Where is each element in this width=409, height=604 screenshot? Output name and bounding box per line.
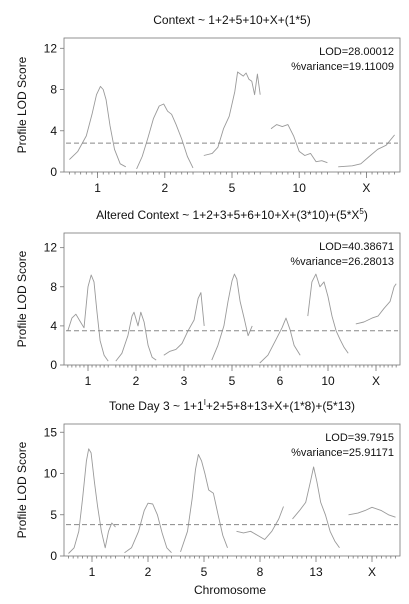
- chromosome-label-10: 10: [293, 181, 307, 195]
- lod-trace-chr-1: [69, 85, 127, 168]
- panel-title-superscript: 5: [359, 207, 364, 216]
- y-tick-label: 5: [50, 508, 57, 522]
- chromosome-label-1: 1: [89, 565, 96, 579]
- chromosome-label-2: 2: [145, 565, 152, 579]
- lod-trace-chr-2: [136, 103, 194, 170]
- y-axis-label: Profile LOD Score: [15, 250, 29, 347]
- y-tick-label: 4: [50, 124, 57, 138]
- chromosome-label-X: X: [368, 565, 376, 579]
- y-tick-label: 0: [50, 358, 57, 372]
- chromosome-label-3: 3: [181, 374, 188, 388]
- chromosome-label-5: 5: [229, 374, 236, 388]
- x-axis-title: Chromosome: [194, 583, 266, 597]
- chromosome-label-1: 1: [85, 374, 92, 388]
- lod-trace-chr-1: [68, 448, 116, 554]
- annotation-lod: LOD=28.00012: [319, 46, 394, 58]
- panel-title-main: Tone Day 3 ~ 1+1: [109, 399, 204, 413]
- lod-trace-chr-5: [203, 71, 261, 156]
- lod-trace-chr-8: [236, 506, 284, 540]
- y-tick-label: 8: [50, 280, 57, 294]
- lod-trace-chr-3: [163, 292, 205, 356]
- y-tick-label: 0: [50, 549, 57, 563]
- chromosome-label-13: 13: [309, 565, 323, 579]
- y-tick-label: 10: [44, 467, 58, 481]
- panel-title: Tone Day 3 ~ 1+1I+2+5+8+13+X+(1*8)+(5*13…: [109, 398, 355, 413]
- chromosome-label-6: 6: [277, 374, 284, 388]
- panel-2: Altered Context ~ 1+2+3+5+6+10+X+(3*10)+…: [15, 207, 401, 388]
- chromosome-label-2: 2: [161, 181, 168, 195]
- lod-trace-chr-X: [348, 506, 396, 518]
- panel-title-end: ): [364, 208, 368, 222]
- y-tick-label: 12: [44, 41, 58, 55]
- annotation-lod: LOD=39.7915: [325, 432, 394, 444]
- annotation-lod: LOD=40.38671: [319, 241, 394, 253]
- y-axis-label: Profile LOD Score: [15, 441, 29, 538]
- panel-title: Altered Context ~ 1+2+3+5+6+10+X+(3*10)+…: [96, 207, 368, 222]
- lod-trace-chr-5: [180, 454, 228, 553]
- panel-title-end: +2+5+8+13+X+(1*8)+(5*13): [206, 399, 355, 413]
- lod-trace-chr-1: [67, 274, 109, 362]
- y-tick-label: 15: [44, 425, 58, 439]
- y-tick-label: 0: [50, 165, 57, 179]
- lod-trace-chr-2: [124, 502, 172, 554]
- chromosome-label-10: 10: [321, 374, 335, 388]
- chromosome-label-8: 8: [257, 565, 264, 579]
- chromosome-label-2: 2: [133, 374, 140, 388]
- y-tick-label: 4: [50, 319, 57, 333]
- panel-title-superscript: I: [204, 398, 206, 407]
- chromosome-label-5: 5: [229, 181, 236, 195]
- panel-title-main: Context ~ 1+2+5+10+X+(1*5): [153, 13, 310, 27]
- plot-frame: [63, 423, 401, 557]
- annotation-variance: %variance=25.91171: [291, 447, 394, 459]
- y-axis-label: Profile LOD Score: [15, 56, 29, 153]
- lod-trace-chr-10: [307, 273, 349, 354]
- lod-trace-chr-X: [355, 283, 397, 325]
- lod-trace-chr-6: [259, 317, 301, 364]
- panel-title: Context ~ 1+2+5+10+X+(1*5): [153, 13, 310, 27]
- annotation-variance: %variance=19.11009: [291, 61, 394, 73]
- lod-trace-chr-5: [211, 273, 253, 361]
- annotation-variance: %variance=26.28013: [290, 256, 394, 268]
- chromosome-label-X: X: [362, 181, 370, 195]
- chromosome-label-X: X: [372, 374, 380, 388]
- lod-trace-chr-X: [338, 134, 395, 168]
- lod-trace-chr-2: [115, 311, 157, 362]
- y-tick-label: 12: [44, 241, 58, 255]
- lod-trace-chr-10: [270, 124, 328, 164]
- panel-3: Tone Day 3 ~ 1+1I+2+5+8+13+X+(1*8)+(5*13…: [15, 398, 401, 579]
- chromosome-label-5: 5: [201, 565, 208, 579]
- y-tick-label: 8: [50, 83, 57, 97]
- chromosome-label-1: 1: [94, 181, 101, 195]
- lod-trace-chr-13: [292, 466, 340, 549]
- panel-title-main: Altered Context ~ 1+2+3+5+6+10+X+(3*10)+…: [96, 208, 359, 222]
- x-axis-title-group: Chromosome: [194, 583, 266, 597]
